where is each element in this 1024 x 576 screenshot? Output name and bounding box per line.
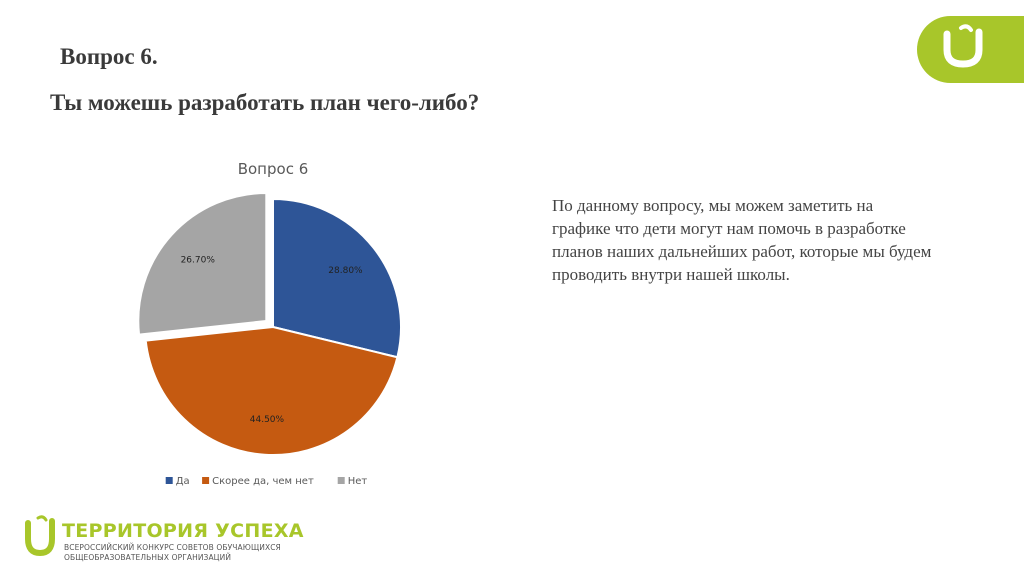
corner-logo-badge bbox=[917, 16, 1024, 83]
pie-slice-3 bbox=[137, 191, 268, 336]
legend-label: Скорее да, чем нет bbox=[212, 476, 314, 487]
pie-slice-1 bbox=[272, 197, 402, 359]
slide-comment: По данному вопросу, мы можем заметить на… bbox=[552, 196, 932, 284]
slice-data-label: 44.50% bbox=[250, 415, 285, 425]
legend-swatch bbox=[337, 477, 345, 484]
legend-swatch bbox=[202, 477, 210, 484]
slide-subheading: Ты можешь разработать план чего-либо? bbox=[50, 90, 480, 115]
footer-brand: ТЕРРИТОРИЯ УСПЕХА ВСЕРОССИЙСКИЙ КОНКУРС … bbox=[22, 515, 342, 565]
slice-data-label: 26.70% bbox=[181, 255, 216, 265]
legend-label: Да bbox=[176, 476, 190, 487]
brand-name: ТЕРРИТОРИЯ УСПЕХА bbox=[62, 520, 304, 542]
slide-heading: Вопрос 6. bbox=[60, 44, 158, 69]
u-logo-icon bbox=[943, 24, 983, 68]
brand-tagline-2: ОБЩЕОБРАЗОВАТЕЛЬНЫХ ОРГАНИЗАЦИЙ bbox=[64, 553, 232, 562]
chart-title: Вопрос 6 bbox=[238, 160, 309, 178]
brand-tagline-1: ВСЕРОССИЙСКИЙ КОНКУРС СОВЕТОВ ОБУЧАЮЩИХС… bbox=[64, 543, 281, 552]
slice-data-label: 28.80% bbox=[328, 266, 363, 276]
u-brand-mark-icon bbox=[25, 515, 55, 557]
legend-swatch bbox=[165, 477, 173, 484]
pie-chart-svg: Вопрос 6 28.80% 44.50% 26.70% Да Скорее да,… bbox=[137, 160, 402, 487]
legend-label: Нет bbox=[348, 476, 368, 487]
pie-chart: Вопрос 6 28.80% 44.50% 26.70% Да Скорее да,… bbox=[120, 150, 440, 500]
pie-slice-2 bbox=[144, 325, 399, 456]
